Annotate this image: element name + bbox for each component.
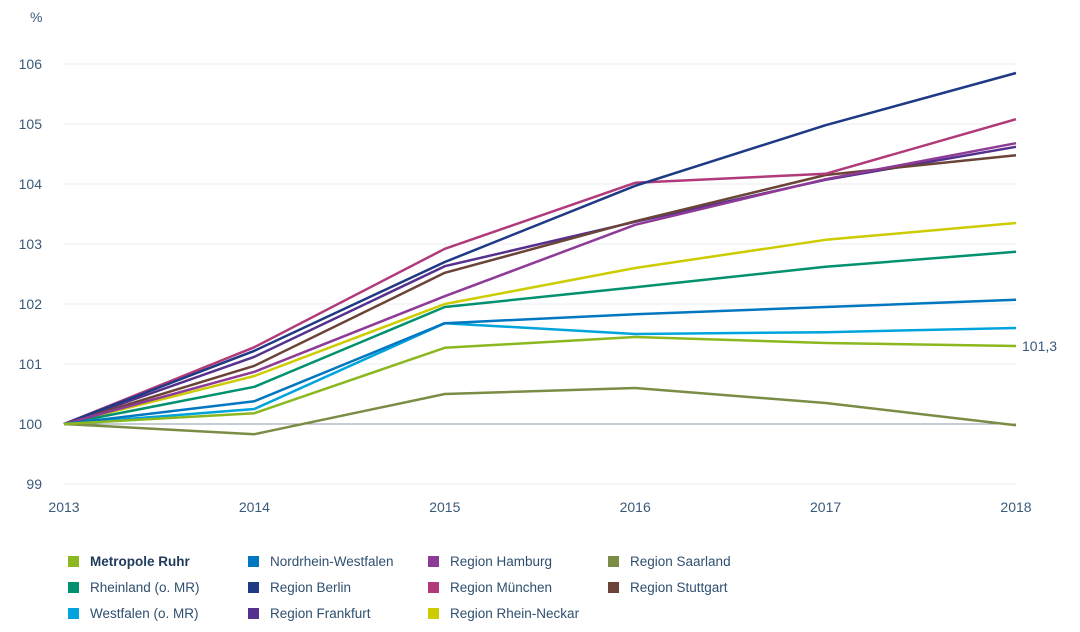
legend-label: Region Stuttgart bbox=[630, 579, 728, 595]
series-line-westfalen-o-mr- bbox=[63, 321, 1017, 426]
legend-swatch bbox=[248, 581, 259, 593]
y-tick-label: 101 bbox=[19, 356, 43, 372]
x-tick-label: 2018 bbox=[1000, 499, 1031, 515]
legend: Metropole Ruhr Nordrhein-Westfalen Region … bbox=[68, 552, 788, 622]
y-tick-label: 100 bbox=[19, 416, 43, 432]
series-line-region-stuttgart bbox=[63, 153, 1017, 426]
series-line-rheinland-o-mr- bbox=[63, 250, 1017, 426]
x-tick-label: 2013 bbox=[48, 499, 79, 515]
x-tick-label: 2015 bbox=[429, 499, 460, 515]
legend-item: Region Berlin bbox=[248, 578, 428, 596]
legend-item: Metropole Ruhr bbox=[68, 552, 248, 570]
legend-label: Region Hamburg bbox=[450, 553, 553, 569]
legend-label: Region Berlin bbox=[270, 579, 352, 595]
legend-swatch bbox=[248, 555, 259, 567]
legend-swatch bbox=[428, 581, 439, 593]
legend-label: Nordrhein-Westfalen bbox=[270, 553, 394, 569]
legend-swatch bbox=[68, 555, 79, 567]
legend-swatch bbox=[608, 555, 619, 567]
series-line-region-rhein-neckar bbox=[63, 221, 1017, 426]
series-line-region-berlin bbox=[63, 71, 1017, 426]
series-line-region-hamburg bbox=[63, 141, 1017, 426]
legend-label: Region München bbox=[450, 579, 553, 595]
series-line-region-m-nchen bbox=[63, 117, 1017, 426]
legend-item: Region Stuttgart bbox=[608, 578, 788, 596]
legend-item: Region Rhein-Neckar bbox=[428, 604, 608, 622]
legend-swatch bbox=[68, 607, 79, 619]
y-axis-label: % bbox=[30, 9, 42, 25]
legend-label: Region Saarland bbox=[630, 553, 731, 569]
y-tick-label: 105 bbox=[19, 116, 43, 132]
y-tick-label: 99 bbox=[26, 476, 42, 492]
legend-label: Westfalen (o. MR) bbox=[90, 605, 199, 621]
legend-swatch bbox=[428, 555, 439, 567]
legend-swatch bbox=[608, 581, 619, 593]
legend-item: Rheinland (o. MR) bbox=[68, 578, 248, 596]
legend-swatch bbox=[68, 581, 79, 593]
end-value-label: 101,3 bbox=[1022, 338, 1057, 354]
y-tick-label: 102 bbox=[19, 296, 43, 312]
y-tick-label: 103 bbox=[19, 236, 43, 252]
legend-item: Region München bbox=[428, 578, 608, 596]
series-line-region-saarland bbox=[63, 386, 1017, 436]
series-line-metropole-ruhr bbox=[63, 335, 1017, 426]
legend-label: Region Rhein-Neckar bbox=[450, 605, 580, 621]
x-tick-label: 2017 bbox=[810, 499, 841, 515]
line-chart: % 99 100 101 102 103 104 105 106 2013 2014 2015 201… bbox=[19, 9, 1058, 515]
legend-swatch bbox=[248, 607, 259, 619]
legend-item: Westfalen (o. MR) bbox=[68, 604, 248, 622]
x-tick-label: 2014 bbox=[239, 499, 270, 515]
legend-label: Rheinland (o. MR) bbox=[90, 579, 200, 595]
legend-item: Region Hamburg bbox=[428, 552, 608, 570]
legend-item: Nordrhein-Westfalen bbox=[248, 552, 428, 570]
legend-item: Region Saarland bbox=[608, 552, 788, 570]
x-tick-label: 2016 bbox=[620, 499, 651, 515]
legend-swatch bbox=[428, 607, 439, 619]
y-tick-label: 106 bbox=[19, 56, 43, 72]
series-line-nordrhein-westfalen bbox=[63, 298, 1017, 426]
legend-label: Metropole Ruhr bbox=[90, 553, 190, 569]
legend-label: Region Frankfurt bbox=[270, 605, 371, 621]
legend-item: Region Frankfurt bbox=[248, 604, 428, 622]
y-tick-label: 104 bbox=[19, 176, 43, 192]
